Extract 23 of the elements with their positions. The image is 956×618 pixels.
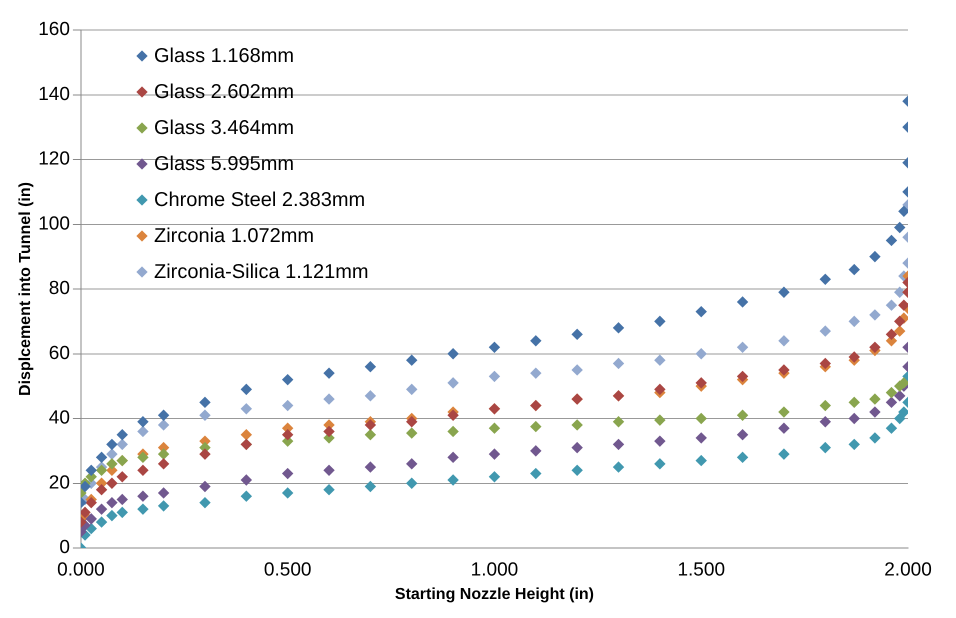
x-tick-label: 0.500 [264, 560, 312, 581]
legend-label: Glass 3.464mm [154, 116, 294, 141]
y-tick-label: 0 [59, 537, 70, 558]
y-axis-title: Displcement into Tunnel (in) [17, 182, 34, 396]
x-tick-label: 0.000 [57, 560, 105, 581]
y-tick-label: 140 [38, 84, 70, 105]
x-tick-label: 1.000 [470, 560, 518, 581]
x-tick-label: 1.500 [677, 560, 725, 581]
y-tick-label: 100 [38, 213, 70, 234]
y-tick-label: 60 [48, 342, 70, 364]
legend-label: Zirconia-Silica 1.121mm [154, 260, 369, 285]
y-tick-label: 80 [48, 278, 70, 300]
legend-label: Zirconia 1.072mm [154, 224, 314, 249]
legend-label: Glass 1.168mm [154, 44, 294, 69]
legend-label: Chrome Steel 2.383mm [154, 188, 366, 213]
legend-label: Glass 2.602mm [154, 80, 294, 105]
x-axis-title: Starting Nozzle Height (in) [394, 586, 594, 603]
y-tick-label: 20 [48, 472, 70, 494]
x-tick-label: 2.000 [884, 560, 932, 581]
y-tick-label: 120 [38, 148, 70, 170]
y-tick-label: 160 [38, 19, 70, 40]
legend-label: Glass 5.995mm [154, 152, 294, 177]
y-tick-label: 40 [48, 408, 70, 429]
